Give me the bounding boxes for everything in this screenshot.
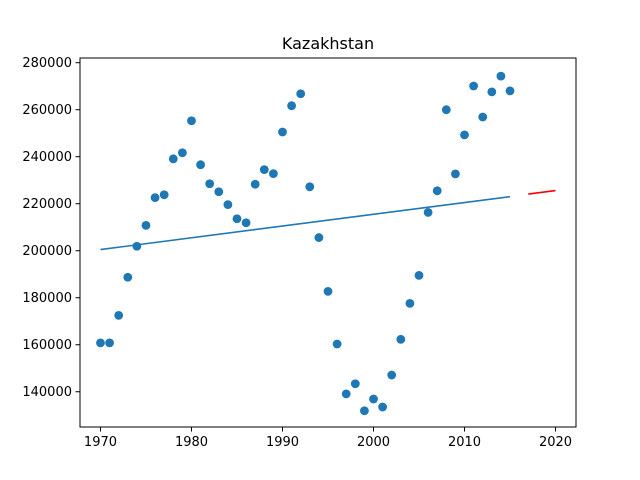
x-tick-label-2020: 2020 [539, 435, 572, 450]
data-point-1997 [341, 389, 351, 399]
data-point-1971 [105, 338, 114, 348]
y-tick-label-240000: 240000 [22, 150, 72, 165]
y-tick-label-160000: 160000 [22, 338, 72, 353]
data-point-2013 [487, 87, 497, 97]
y-tick-label-220000: 220000 [22, 197, 72, 212]
data-point-2009 [451, 169, 460, 179]
data-point-1980 [187, 116, 196, 126]
data-point-1979 [177, 148, 187, 158]
data-point-1976 [150, 193, 160, 203]
data-point-1999 [360, 406, 369, 416]
data-point-1996 [332, 339, 342, 349]
y-tick-label-260000: 260000 [22, 103, 72, 118]
axes: 1970 1980 1990 2000 2010 2020 140000 160000 1800… [22, 56, 577, 450]
data-point-2003 [396, 334, 406, 344]
data-point-1970 [96, 338, 105, 348]
data-point-1974 [132, 241, 142, 251]
data-point-1985 [232, 214, 242, 224]
data-point-2015 [505, 86, 515, 96]
data-point-1998 [350, 379, 360, 389]
x-tick-label-1970: 1970 [84, 435, 117, 450]
data-point-1983 [214, 187, 224, 197]
data-point-1982 [205, 179, 215, 189]
data-point-2007 [432, 186, 442, 196]
data-point-1993 [305, 182, 315, 192]
data-point-1987 [250, 179, 260, 189]
data-point-2006 [423, 208, 433, 217]
chart-title: Kazakhstan [282, 34, 374, 53]
axes-frame [79, 57, 577, 428]
data-point-2005 [414, 271, 424, 280]
x-tick-label-1980: 1980 [175, 435, 208, 450]
y-tick-label-180000: 180000 [22, 291, 72, 306]
trend-line-1 [100, 195, 511, 251]
y-tick-label-200000: 200000 [22, 244, 72, 259]
data-point-1972 [114, 310, 124, 320]
data-point-1989 [268, 169, 278, 179]
data-point-2004 [405, 298, 415, 308]
data-point-2014 [496, 71, 506, 81]
data-point-1973 [123, 272, 133, 282]
x-tick-label-1990: 1990 [266, 435, 299, 450]
data-point-1977 [159, 190, 169, 200]
data-point-2010 [460, 130, 469, 140]
data-point-1988 [259, 165, 269, 175]
data-point-1978 [168, 154, 178, 164]
x-tick-label-2010: 2010 [448, 435, 481, 450]
data-point-1994 [314, 233, 324, 242]
data-point-2008 [441, 105, 451, 115]
data-point-2011 [469, 81, 479, 91]
trend-line-2 [528, 189, 556, 195]
data-point-1975 [141, 220, 151, 230]
data-point-2012 [478, 112, 488, 122]
data-point-2001 [378, 402, 388, 412]
data-point-1995 [323, 286, 333, 296]
data-point-1991 [287, 101, 296, 111]
data-point-2002 [387, 370, 397, 380]
data-point-1984 [223, 200, 233, 210]
data-point-1986 [241, 218, 251, 228]
data-point-1981 [196, 160, 205, 170]
y-tick-label-280000: 280000 [22, 56, 72, 71]
plot-area [96, 71, 556, 416]
data-point-1990 [278, 127, 287, 137]
data-point-1992 [296, 89, 306, 99]
data-point-2000 [369, 394, 378, 404]
y-tick-label-140000: 140000 [22, 385, 72, 400]
x-tick-label-2000: 2000 [357, 435, 390, 450]
